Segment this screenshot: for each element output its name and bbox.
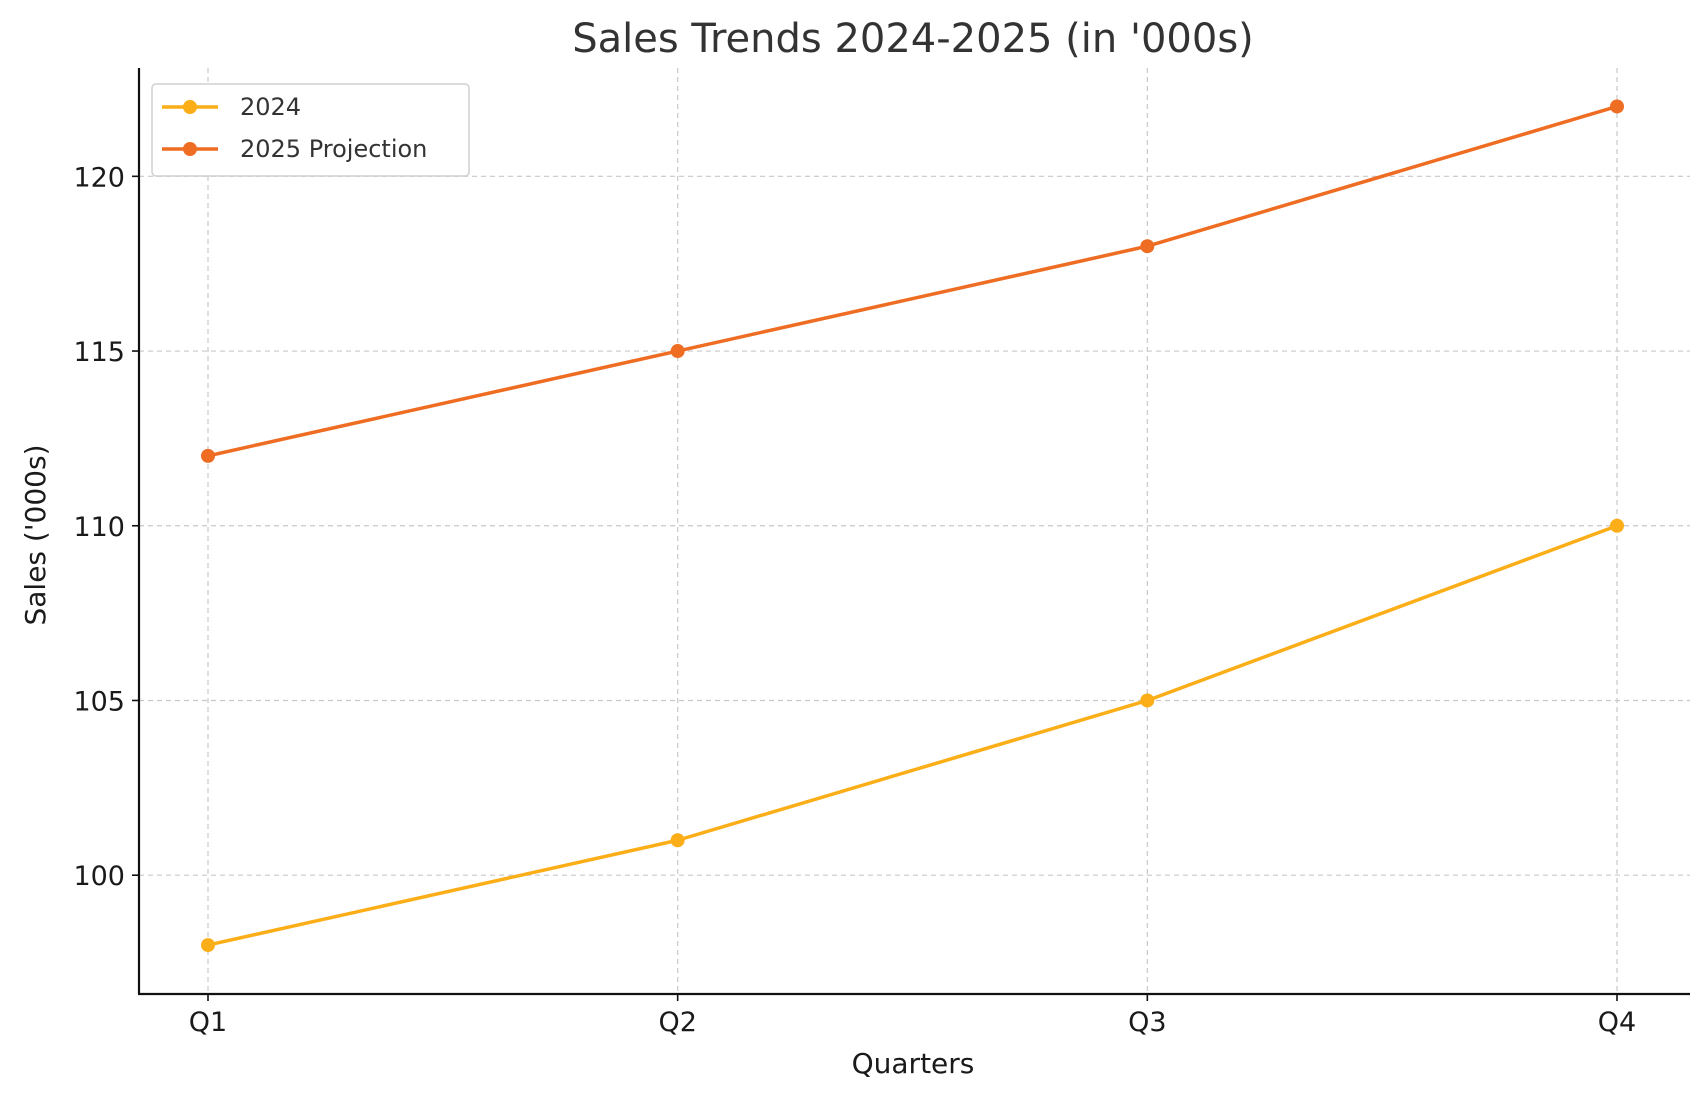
series	[201, 99, 1624, 953]
x-tick-label: Q4	[1598, 1007, 1636, 1038]
series-line	[207, 104, 1618, 458]
data-point	[670, 344, 685, 359]
axes	[137, 68, 1690, 996]
legend-box	[151, 83, 470, 177]
data-point	[201, 448, 215, 463]
y-tick-label: 100	[73, 861, 125, 892]
legend-swatch-marker	[183, 142, 197, 156]
data-point	[1610, 99, 1624, 114]
grid	[139, 68, 1690, 994]
data-point	[201, 938, 215, 953]
x-tick-label: Q1	[189, 1007, 227, 1038]
data-point	[1610, 518, 1624, 533]
chart-title: Sales Trends 2024-2025 (in '000s)	[572, 16, 1254, 62]
data-point	[1140, 239, 1155, 254]
data-point	[670, 833, 685, 848]
series-line	[207, 524, 1618, 947]
legend-item: 2025 Projection	[162, 135, 427, 163]
ticks: 100 105 110 115 120 Q1 Q2 Q3 Q4	[73, 162, 1636, 1038]
y-tick-label: 105	[73, 686, 125, 717]
x-tick-label: Q2	[658, 1007, 696, 1038]
y-tick-label: 115	[73, 337, 125, 368]
legend-item: 2024	[162, 93, 301, 121]
series-0	[201, 518, 1624, 953]
legend: 2024 2025 Projection	[151, 83, 470, 177]
legend-swatch-marker	[183, 100, 197, 114]
y-tick-label: 110	[73, 512, 125, 543]
legend-label: 2025 Projection	[240, 135, 427, 163]
series-1	[201, 99, 1624, 463]
x-tick-label: Q3	[1128, 1007, 1166, 1038]
legend-label: 2024	[240, 93, 301, 121]
data-point	[1140, 693, 1155, 708]
y-tick-label: 120	[73, 162, 125, 193]
x-axis-label: Quarters	[852, 1047, 975, 1080]
y-axis-label: Sales ('000s)	[19, 444, 52, 625]
